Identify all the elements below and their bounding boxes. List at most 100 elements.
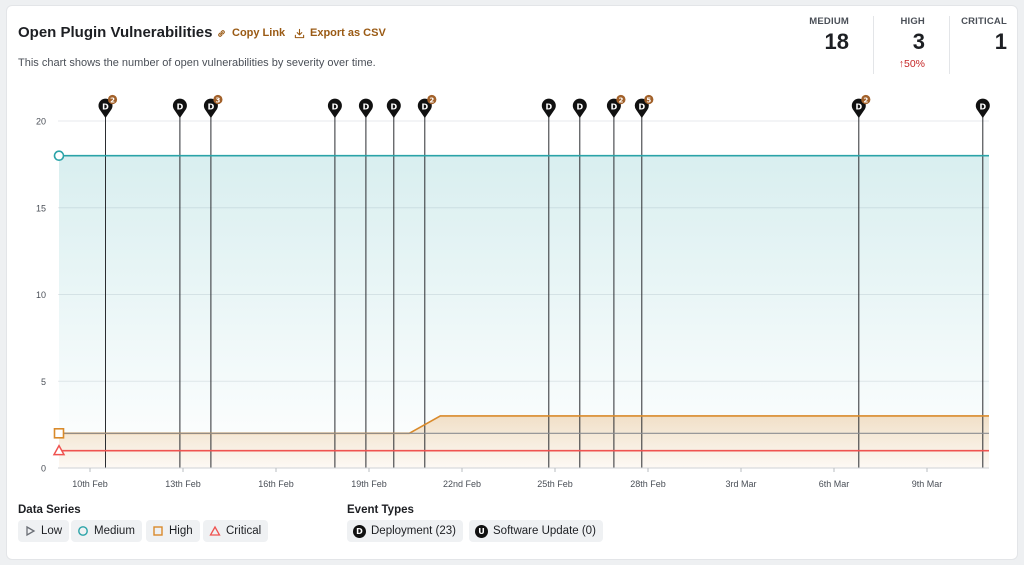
pin-label: D <box>177 103 184 112</box>
legend-label: High <box>169 525 193 537</box>
x-tick-label: 3rd Mar <box>725 479 756 489</box>
event-types-title: Event Types <box>347 504 414 516</box>
chart-description: This chart shows the number of open vuln… <box>18 57 376 69</box>
pin-label: D <box>979 103 986 112</box>
copy-link-button[interactable]: Copy Link <box>216 27 285 39</box>
series-area-high <box>59 415 989 468</box>
stat-value: 18 <box>824 29 849 54</box>
legend-low[interactable]: Low <box>18 520 70 542</box>
deployment-pin-icon: D5 <box>634 94 654 118</box>
legend-label: Critical <box>226 525 262 537</box>
pin-label: D <box>545 103 552 112</box>
pin-label: D <box>576 103 583 112</box>
deployment-pin-icon: D <box>172 98 187 118</box>
stat-delta: ↑50% <box>877 58 925 70</box>
software-update-badge-icon: U <box>475 524 488 538</box>
deployment-pin-icon: D <box>572 98 587 118</box>
stat-value: 3 <box>912 29 925 54</box>
y-tick-label: 0 <box>41 464 46 474</box>
pin-shape <box>98 98 113 118</box>
high-marker-square <box>53 427 65 439</box>
stat-critical: CRITICAL 1 <box>957 16 1007 76</box>
y-tick-label: 5 <box>41 377 46 387</box>
pin-label: D <box>855 103 862 112</box>
event-count-label: 2 <box>429 96 434 104</box>
event-count-label: 2 <box>863 96 868 104</box>
event-count-badge <box>861 94 871 105</box>
divider <box>949 16 950 74</box>
copy-link-label: Copy Link <box>232 27 286 39</box>
stat-label: CRITICAL <box>961 16 1007 27</box>
pin-label: D <box>390 103 397 112</box>
download-icon <box>294 28 305 38</box>
pin-label: D <box>638 103 645 112</box>
x-tick-label: 6th Mar <box>819 479 850 489</box>
deployment-pin-icon: D3 <box>203 94 223 118</box>
event-count-badge <box>644 94 654 105</box>
triangle-right-icon <box>26 525 36 537</box>
divider <box>873 16 874 74</box>
x-tick-label: 16th Feb <box>258 479 294 489</box>
legend-critical[interactable]: Critical <box>203 520 269 542</box>
square-icon <box>153 526 163 536</box>
deployment-pin-icon: D <box>386 98 401 118</box>
legend-label: Deployment (23) <box>371 525 457 537</box>
pin-shape <box>417 98 432 118</box>
stat-value: 1 <box>994 29 1007 54</box>
stat-delta-value: 50% <box>903 58 925 70</box>
x-tick-label: 25th Feb <box>537 479 573 489</box>
link-icon <box>218 29 225 37</box>
stat-medium: MEDIUM 18 <box>797 16 849 76</box>
x-tick-label: 19th Feb <box>351 479 387 489</box>
deployment-badge-icon: D <box>353 524 366 538</box>
page-title: Open Plugin Vulnerabilities <box>18 24 213 41</box>
legend-label: Medium <box>94 525 135 537</box>
legend-high[interactable]: High <box>146 520 200 542</box>
pin-shape <box>358 98 373 118</box>
pin-shape <box>172 98 187 118</box>
pin-shape <box>851 98 866 118</box>
x-tick-label: 10th Feb <box>72 479 108 489</box>
export-csv-label: Export as CSV <box>310 27 386 39</box>
pin-label: D <box>208 103 215 112</box>
pin-shape <box>572 98 587 118</box>
deployment-pin-icon: D <box>358 98 373 118</box>
deployment-pin-icon: D2 <box>851 94 871 118</box>
deployment-pin-icon: D <box>541 98 556 118</box>
medium-marker-circle <box>53 150 65 161</box>
deployment-pin-icon: D <box>975 98 990 118</box>
pin-shape <box>541 98 556 118</box>
pin-label: D <box>363 103 370 112</box>
series-area-medium <box>59 155 989 468</box>
stat-label: HIGH <box>900 16 925 27</box>
pin-shape <box>606 98 621 118</box>
legend-deployment[interactable]: D Deployment (23) <box>347 520 464 542</box>
pin-shape <box>203 98 218 118</box>
x-tick-label: 22nd Feb <box>443 479 481 489</box>
x-tick-label: 13th Feb <box>165 479 201 489</box>
event-count-label: 5 <box>646 96 651 104</box>
event-count-label: 3 <box>215 96 220 104</box>
deployment-pin-icon: D2 <box>606 94 626 118</box>
event-count-label: 2 <box>110 96 115 104</box>
event-count-badge <box>107 94 118 105</box>
pin-label: D <box>611 103 618 112</box>
pin-shape <box>975 98 990 118</box>
pin-label: D <box>102 103 109 112</box>
deployment-pin-icon: D2 <box>98 94 118 118</box>
pin-label: D <box>421 103 428 112</box>
legend-label: Software Update (0) <box>493 525 596 537</box>
export-csv-button[interactable]: Export as CSV <box>294 27 386 39</box>
deployment-pin-icon: D2 <box>417 94 437 118</box>
legend-medium[interactable]: Medium <box>71 520 142 542</box>
circle-icon <box>78 526 88 536</box>
y-tick-label: 20 <box>36 117 46 127</box>
arrow-up-icon: ↑ <box>898 58 904 70</box>
legend-software-update[interactable]: U Software Update (0) <box>469 520 603 542</box>
pin-shape <box>327 98 342 118</box>
data-series-title: Data Series <box>18 504 81 516</box>
event-count-badge <box>213 94 223 105</box>
event-count-badge <box>427 94 437 105</box>
pin-shape <box>634 98 649 118</box>
